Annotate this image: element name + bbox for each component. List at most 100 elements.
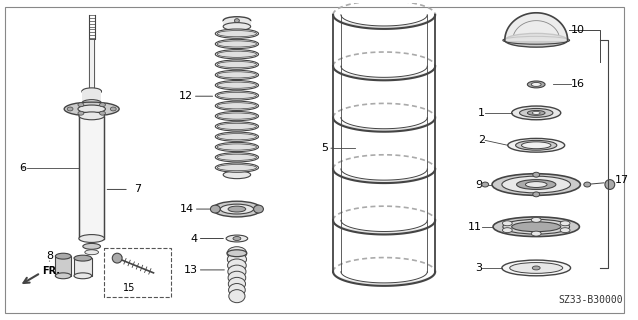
Text: 2: 2: [478, 135, 485, 145]
Ellipse shape: [532, 111, 540, 114]
Bar: [82, 91, 101, 103]
Ellipse shape: [79, 112, 105, 120]
Ellipse shape: [218, 144, 256, 150]
Ellipse shape: [519, 108, 553, 117]
Ellipse shape: [531, 217, 541, 222]
Ellipse shape: [228, 259, 246, 272]
Ellipse shape: [67, 107, 73, 111]
Bar: [79, 116, 105, 238]
Ellipse shape: [64, 102, 119, 116]
Ellipse shape: [226, 235, 248, 242]
Ellipse shape: [85, 250, 98, 255]
Text: 13: 13: [184, 265, 198, 275]
Ellipse shape: [531, 231, 541, 236]
Ellipse shape: [531, 83, 541, 86]
Ellipse shape: [56, 273, 71, 279]
Ellipse shape: [526, 181, 547, 188]
Ellipse shape: [218, 103, 256, 109]
Ellipse shape: [215, 81, 258, 90]
Ellipse shape: [521, 142, 551, 149]
Ellipse shape: [492, 174, 581, 195]
Ellipse shape: [227, 247, 247, 260]
Text: 6: 6: [19, 163, 26, 173]
Bar: [223, 21, 251, 27]
Text: 16: 16: [570, 79, 584, 89]
Ellipse shape: [82, 100, 101, 107]
Text: 3: 3: [475, 263, 482, 273]
Text: SZ33-B30000: SZ33-B30000: [559, 295, 623, 305]
Ellipse shape: [605, 180, 615, 189]
Ellipse shape: [233, 236, 241, 240]
Ellipse shape: [212, 201, 262, 217]
Ellipse shape: [74, 255, 92, 261]
Bar: [74, 258, 92, 276]
Ellipse shape: [227, 253, 246, 266]
Ellipse shape: [528, 81, 545, 88]
Ellipse shape: [482, 182, 489, 187]
Ellipse shape: [110, 107, 116, 111]
Ellipse shape: [218, 31, 256, 37]
Ellipse shape: [218, 82, 256, 88]
Text: 10: 10: [570, 26, 584, 36]
Bar: [89, 39, 94, 91]
Ellipse shape: [215, 132, 258, 141]
Ellipse shape: [78, 103, 84, 107]
Ellipse shape: [78, 111, 84, 115]
Ellipse shape: [512, 106, 561, 120]
Ellipse shape: [82, 88, 101, 95]
Ellipse shape: [215, 153, 258, 162]
Ellipse shape: [79, 235, 105, 243]
Ellipse shape: [502, 176, 570, 193]
Ellipse shape: [512, 222, 561, 232]
Ellipse shape: [533, 172, 540, 177]
Ellipse shape: [215, 29, 258, 38]
Ellipse shape: [218, 61, 256, 68]
Ellipse shape: [56, 253, 71, 259]
Ellipse shape: [505, 33, 568, 47]
Ellipse shape: [229, 290, 245, 303]
Ellipse shape: [215, 142, 258, 152]
Ellipse shape: [215, 101, 258, 110]
Ellipse shape: [218, 154, 256, 160]
Ellipse shape: [78, 105, 105, 113]
Ellipse shape: [502, 228, 512, 233]
Ellipse shape: [493, 217, 579, 236]
Ellipse shape: [223, 23, 251, 30]
Text: 14: 14: [180, 204, 194, 214]
Ellipse shape: [211, 205, 220, 213]
Ellipse shape: [228, 265, 246, 278]
Ellipse shape: [215, 122, 258, 131]
Ellipse shape: [503, 220, 570, 234]
Text: FR.: FR.: [43, 266, 61, 276]
Ellipse shape: [215, 60, 258, 69]
Ellipse shape: [100, 103, 105, 107]
Ellipse shape: [223, 171, 251, 179]
Ellipse shape: [517, 180, 556, 189]
Text: 4: 4: [191, 234, 198, 244]
Ellipse shape: [502, 260, 570, 276]
Ellipse shape: [227, 250, 247, 257]
Ellipse shape: [253, 205, 263, 213]
Ellipse shape: [218, 164, 256, 171]
Ellipse shape: [528, 110, 545, 115]
Ellipse shape: [228, 206, 246, 212]
Ellipse shape: [218, 134, 256, 140]
Ellipse shape: [228, 271, 246, 284]
Ellipse shape: [74, 273, 92, 279]
Ellipse shape: [218, 51, 256, 57]
Ellipse shape: [218, 113, 256, 119]
Ellipse shape: [560, 221, 570, 226]
Ellipse shape: [508, 139, 565, 152]
Ellipse shape: [215, 39, 258, 49]
Text: 8: 8: [47, 251, 54, 261]
Ellipse shape: [584, 182, 591, 187]
Ellipse shape: [215, 50, 258, 59]
Ellipse shape: [532, 266, 540, 270]
Text: 15: 15: [122, 283, 135, 292]
Text: 7: 7: [134, 184, 141, 195]
Ellipse shape: [228, 284, 245, 297]
Bar: [56, 256, 71, 276]
Ellipse shape: [223, 17, 251, 25]
Text: 9: 9: [475, 180, 482, 189]
Ellipse shape: [215, 91, 258, 100]
